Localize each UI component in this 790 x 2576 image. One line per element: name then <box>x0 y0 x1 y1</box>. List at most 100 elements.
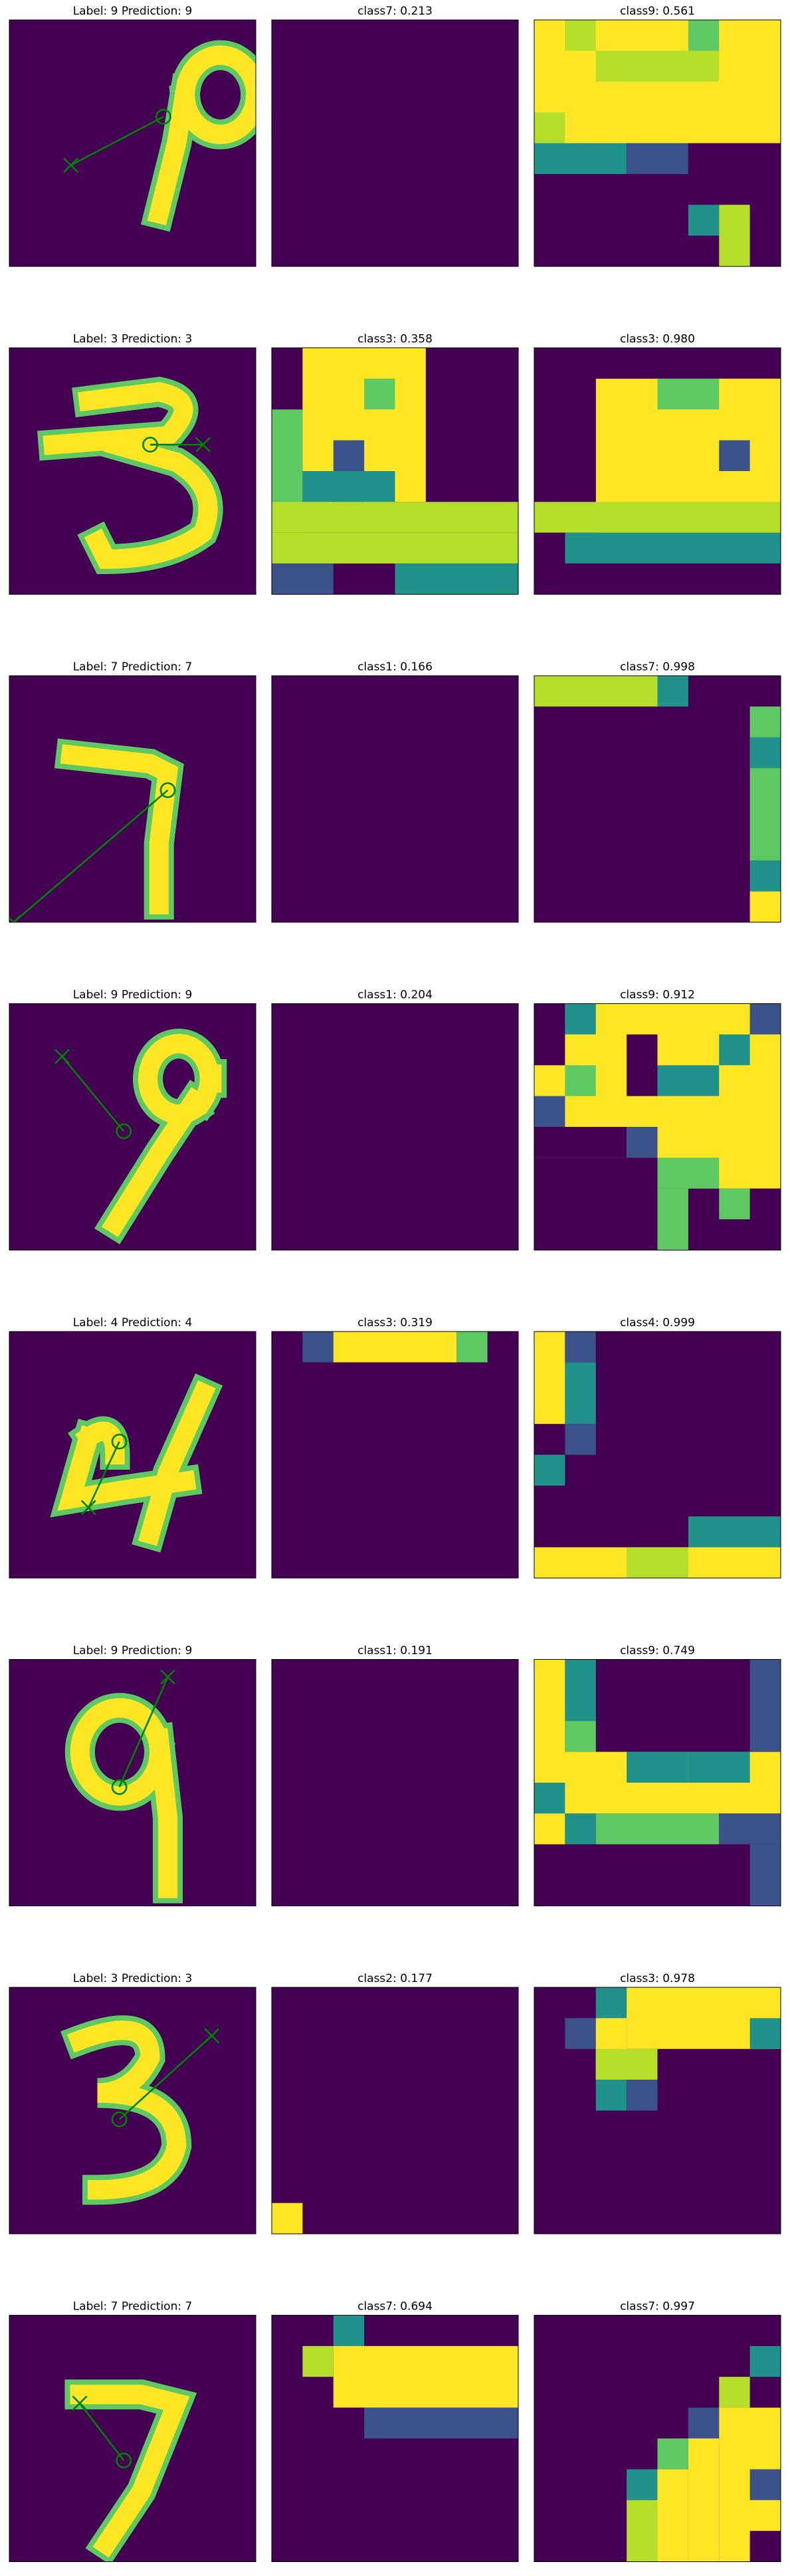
panel-title: class3: 0.978 <box>620 1972 695 1985</box>
background <box>9 1332 256 1578</box>
heat-cell <box>719 1188 750 1220</box>
overlay-cross <box>63 157 79 173</box>
background <box>534 676 781 922</box>
image-panel <box>272 1332 518 1578</box>
panel-title: Label: 3 Prediction: 3 <box>73 333 193 346</box>
heat-cell <box>688 1751 750 1783</box>
panel-frame <box>9 1331 256 1579</box>
panel-frame <box>9 347 256 595</box>
panel-title: class7: 0.213 <box>357 5 433 18</box>
heat-cell <box>719 440 750 471</box>
heat-cell <box>749 1844 781 1906</box>
heat-cell <box>749 2531 781 2562</box>
image-panel <box>272 676 518 922</box>
panel-title: class7: 0.694 <box>357 2300 433 2314</box>
heat-cell <box>657 1188 688 1250</box>
digit-stroke <box>101 1034 222 1237</box>
panel-title: class2: 0.177 <box>357 1972 433 1985</box>
image-panel <box>534 2315 781 2562</box>
heat-cell <box>627 2080 658 2111</box>
panel-title: class7: 0.998 <box>620 660 695 674</box>
image-panel <box>9 20 256 266</box>
panel-frame <box>271 2315 519 2562</box>
heat-cell <box>534 1096 565 1127</box>
panel-title: class4: 0.999 <box>620 1316 695 1330</box>
overlay-cross <box>9 914 22 922</box>
image-panel <box>534 1332 781 1578</box>
heat-cell <box>565 532 781 564</box>
heat-cell <box>749 1659 781 1752</box>
panel-frame <box>271 1331 519 1579</box>
panel-title: class3: 0.319 <box>357 1316 433 1330</box>
heat-cell <box>333 2315 365 2346</box>
digit-stroke <box>67 2021 187 2200</box>
image-panel <box>272 2315 518 2562</box>
overlay-cross <box>204 2028 220 2044</box>
heat-cell <box>688 2407 720 2438</box>
panel-frame <box>9 1987 256 2234</box>
heat-cell <box>688 20 720 51</box>
background <box>272 1003 518 1250</box>
heat-cell <box>657 676 688 707</box>
panel-frame <box>271 1659 519 1906</box>
heat-cell <box>395 563 518 595</box>
background <box>272 676 518 922</box>
panel-frame <box>271 347 519 595</box>
heat-cell <box>272 563 334 595</box>
heat-cell <box>595 2080 627 2111</box>
background <box>272 1987 518 2234</box>
heat-cell <box>534 112 565 144</box>
overlay-circle <box>111 2111 128 2128</box>
panel-frame <box>534 2315 781 2562</box>
heat-cell <box>272 2203 303 2234</box>
panel-title: class9: 0.561 <box>620 5 695 18</box>
heat-cell <box>534 1332 565 1425</box>
heat-cell <box>456 1332 488 1363</box>
image-panel <box>9 347 256 595</box>
heat-cell <box>333 1332 457 1363</box>
panel-frame <box>271 675 519 923</box>
panel-title: Label: 9 Prediction: 9 <box>73 1644 193 1658</box>
heat-cell <box>749 1219 781 1250</box>
heat-cell <box>749 706 781 861</box>
heat-cell <box>565 20 596 51</box>
overlay-cross <box>54 1048 70 1064</box>
overlay-circle <box>111 1433 128 1450</box>
heat-cell <box>719 2377 750 2408</box>
background <box>9 676 256 922</box>
background <box>272 20 518 266</box>
heat-cell <box>688 205 720 236</box>
panel-frame <box>534 1659 781 1906</box>
heat-cell <box>534 378 596 502</box>
image-panel <box>272 347 518 595</box>
image-panel <box>9 1003 256 1250</box>
heat-cell <box>565 1362 596 1425</box>
panel-title: class3: 0.980 <box>620 333 695 346</box>
heat-cell <box>627 143 688 174</box>
panel-title: Label: 7 Prediction: 7 <box>73 660 193 674</box>
overlay-circle <box>116 1123 132 1139</box>
panel-frame <box>534 1987 781 2234</box>
heat-cell <box>749 2469 781 2500</box>
heat-cell <box>534 1783 565 1814</box>
heat-cell <box>534 532 565 595</box>
image-panel <box>534 676 781 922</box>
heat-cell <box>627 1547 688 1578</box>
panel-frame <box>271 19 519 267</box>
panel-title: class3: 0.358 <box>357 333 433 346</box>
heat-cell <box>302 1332 334 1363</box>
heat-cell <box>719 1813 781 1844</box>
panel-title: class1: 0.166 <box>357 660 433 674</box>
overlay-line <box>88 1441 120 1508</box>
heat-cell <box>565 1332 596 1363</box>
heat-cell <box>534 1127 627 1158</box>
panel-title: Label: 3 Prediction: 3 <box>73 1972 193 1985</box>
heat-cell <box>595 50 720 82</box>
panel-frame <box>9 19 256 267</box>
panel-frame <box>534 19 781 267</box>
panel-frame <box>534 1003 781 1250</box>
image-panel <box>9 1332 256 1578</box>
heat-cell <box>534 347 720 379</box>
